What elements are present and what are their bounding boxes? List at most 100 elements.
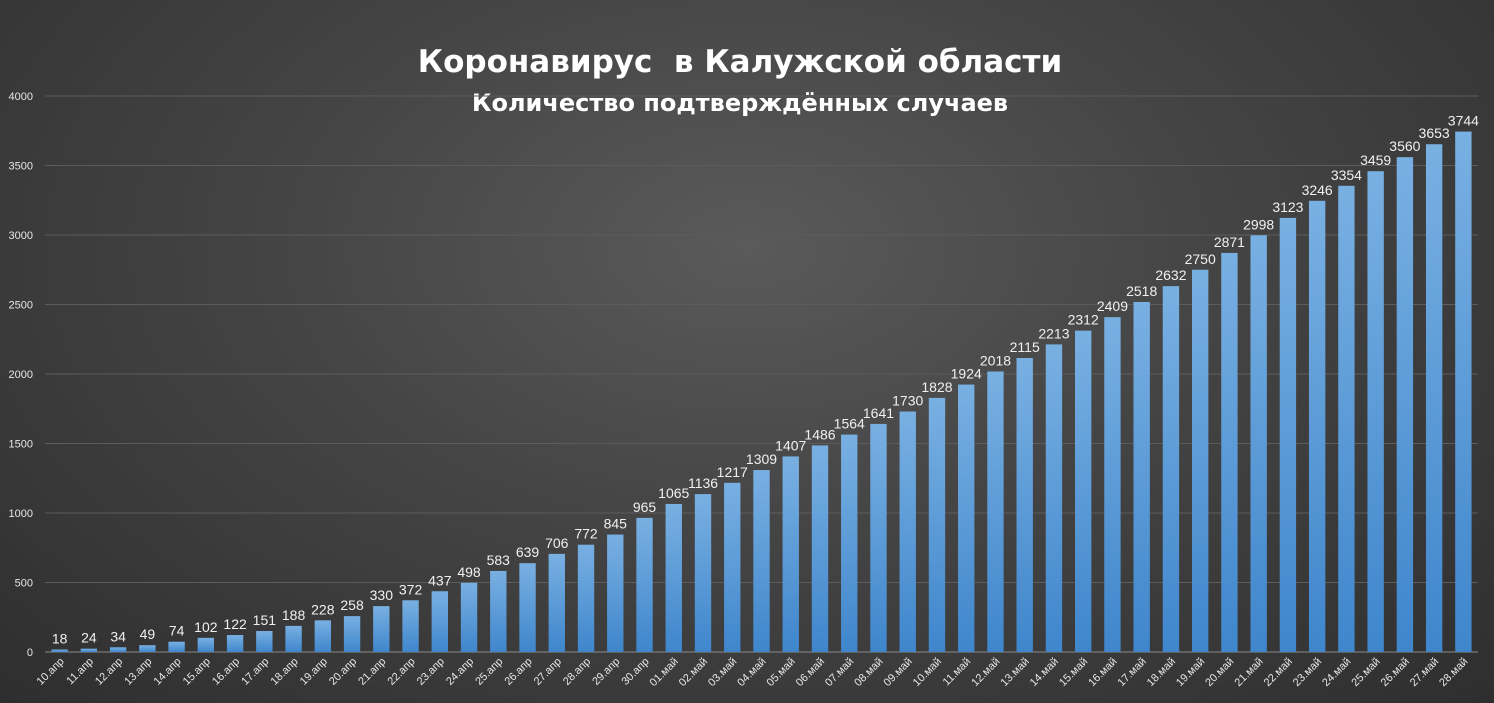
y-tick-label: 3500: [9, 161, 33, 173]
x-tick-label: 07.май: [823, 656, 856, 689]
bar: [1221, 252, 1238, 652]
bar: [1075, 330, 1092, 652]
bar: [987, 371, 1004, 652]
x-tick-label: 30.апр: [619, 656, 651, 688]
x-tick-label: 24.апр: [444, 656, 476, 688]
x-tick-label: 18.апр: [269, 656, 301, 688]
bar: [1162, 286, 1180, 652]
x-tick-label: 21.апр: [356, 656, 388, 688]
bar: [490, 570, 507, 652]
data-label: 74: [169, 623, 185, 639]
data-label: 706: [545, 535, 569, 551]
bar: [548, 553, 565, 652]
data-label: 2018: [980, 352, 1011, 368]
x-tick-label: 28.май: [1437, 656, 1470, 689]
x-tick-label: 20.апр: [327, 656, 359, 688]
bar: [1396, 157, 1414, 652]
y-tick-label: 1500: [9, 439, 33, 451]
bar: [1104, 317, 1121, 652]
bar: [314, 620, 332, 652]
bar: [519, 563, 536, 652]
x-tick-label: 14.май: [1028, 656, 1061, 689]
data-label: 3354: [1331, 167, 1362, 183]
y-tick-label: 3000: [9, 230, 33, 242]
y-tick-label: 500: [15, 578, 33, 590]
data-label: 151: [253, 612, 277, 628]
x-tick-label: 10.май: [911, 656, 944, 689]
bar: [870, 423, 887, 652]
data-label: 188: [282, 607, 306, 623]
bar: [226, 635, 244, 652]
x-tick-label: 06.май: [794, 656, 827, 689]
data-label: 3560: [1389, 138, 1420, 154]
data-label: 3744: [1448, 113, 1479, 129]
x-tick-label: 16.апр: [210, 656, 242, 688]
bar: [928, 397, 946, 652]
data-label: 1407: [775, 437, 806, 453]
bar: [1045, 344, 1063, 652]
x-tick-label: 22.апр: [386, 656, 418, 688]
x-tick-label: 25.апр: [473, 656, 505, 688]
x-tick-label: 23.май: [1291, 656, 1324, 689]
data-label: 2312: [1068, 312, 1099, 328]
data-label: 437: [428, 572, 452, 588]
data-label: 18: [52, 630, 68, 646]
bar: [80, 648, 98, 652]
bar: [636, 517, 653, 652]
bar: [899, 411, 916, 652]
bar: [841, 434, 858, 652]
data-label: 2409: [1097, 298, 1128, 314]
y-axis: 0 500 1000 1500 2000 2500 3000 3500 4000: [9, 91, 33, 659]
x-tick-label: 19.апр: [298, 656, 330, 688]
x-tick-label: 26.май: [1379, 656, 1412, 689]
data-label: 1828: [921, 379, 952, 395]
bar: [782, 456, 799, 652]
x-tick-label: 19.май: [1174, 656, 1207, 689]
data-label: 258: [340, 597, 364, 613]
data-label: 1564: [834, 416, 865, 432]
x-tick-label: 29.апр: [590, 656, 622, 688]
data-label: 1486: [804, 426, 835, 442]
bar: [197, 637, 215, 652]
data-label: 772: [574, 526, 598, 542]
bar: [577, 544, 595, 652]
x-tick-label: 21.май: [1232, 656, 1265, 689]
bar: [51, 649, 68, 652]
x-tick-label: 10.апр: [35, 656, 67, 688]
x-tick-label: 17.май: [1115, 656, 1148, 689]
bar: [139, 645, 156, 652]
bar: [1367, 171, 1384, 652]
x-tick-label: 20.май: [1203, 656, 1236, 689]
bar: [1338, 185, 1355, 652]
data-label: 3459: [1360, 152, 1391, 168]
x-tick-label: 22.май: [1262, 656, 1295, 689]
bar: [168, 641, 185, 652]
data-label: 965: [633, 499, 657, 515]
x-tick-label: 27.апр: [532, 656, 564, 688]
data-label: 1065: [658, 485, 689, 501]
x-tick-label: 09.май: [882, 656, 915, 689]
bar: [343, 616, 361, 652]
bar: [256, 631, 273, 652]
x-tick-label: 12.май: [969, 656, 1002, 689]
bar: [607, 534, 624, 652]
data-label: 1136: [688, 475, 718, 491]
data-label: 3246: [1302, 182, 1333, 198]
bar: [402, 600, 419, 652]
bar: [1308, 200, 1326, 652]
bar: [694, 494, 712, 652]
data-label: 1217: [717, 464, 748, 480]
data-label: 372: [399, 581, 423, 597]
x-tick-label: 12.апр: [93, 656, 125, 688]
data-label: 2632: [1155, 267, 1186, 283]
x-tick-label: 04.май: [735, 656, 768, 689]
data-label: 498: [457, 564, 481, 580]
bar: [1016, 358, 1033, 652]
bar: [724, 482, 741, 652]
x-tick-label: 23.апр: [415, 656, 447, 688]
x-tick-label: 15.апр: [181, 656, 213, 688]
data-label: 1641: [863, 405, 894, 421]
data-label: 24: [81, 630, 97, 646]
